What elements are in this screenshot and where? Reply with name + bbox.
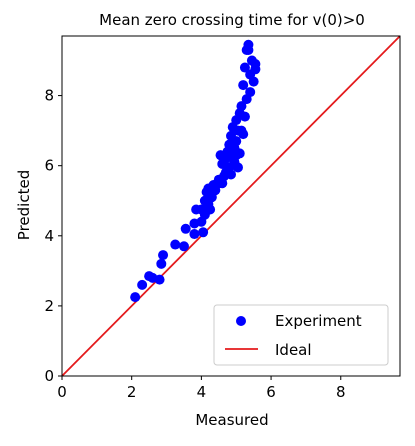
y-tick-label: 6 xyxy=(44,157,54,175)
y-tick-label: 8 xyxy=(44,87,54,105)
ideal-line xyxy=(61,35,401,377)
data-point xyxy=(189,229,200,240)
data-point xyxy=(219,171,230,182)
data-point xyxy=(178,241,189,252)
data-point xyxy=(158,250,169,261)
data-point xyxy=(238,80,249,91)
data-point xyxy=(198,227,209,238)
data-point xyxy=(236,101,247,112)
data-point xyxy=(248,76,259,87)
y-axis-label: Predicted xyxy=(15,170,33,240)
legend-marker-experiment xyxy=(236,316,246,326)
data-point xyxy=(180,223,191,234)
data-point xyxy=(156,258,167,269)
data-point xyxy=(130,292,141,303)
x-tick-label: 6 xyxy=(266,383,276,401)
data-point xyxy=(137,279,148,290)
legend-label-ideal: Ideal xyxy=(275,341,312,359)
y-tick-label: 4 xyxy=(44,227,54,245)
data-point xyxy=(232,162,243,173)
data-point xyxy=(245,87,256,98)
x-axis-label: Measured xyxy=(195,411,268,429)
data-point xyxy=(170,239,181,250)
data-point xyxy=(239,111,250,122)
data-point xyxy=(243,45,254,56)
data-point xyxy=(239,62,250,73)
data-point xyxy=(154,274,165,285)
data-point xyxy=(205,204,216,215)
x-tick-label: 2 xyxy=(127,383,137,401)
x-axis-ticks: 0 2 4 6 8 xyxy=(57,376,346,401)
data-point xyxy=(231,136,242,147)
data-point xyxy=(238,129,249,140)
x-tick-label: 8 xyxy=(336,383,346,401)
experiment-points xyxy=(130,39,261,303)
legend-box xyxy=(213,304,389,366)
data-point xyxy=(231,150,242,161)
chart-title: Mean zero crossing time for v(0)>0 xyxy=(99,11,365,29)
y-axis-ticks: 0 2 4 6 8 xyxy=(44,87,62,385)
y-tick-label: 0 xyxy=(44,367,54,385)
legend: Experiment Ideal xyxy=(213,304,389,366)
y-tick-label: 2 xyxy=(44,297,54,315)
x-tick-label: 4 xyxy=(197,383,207,401)
x-tick-label: 0 xyxy=(57,383,67,401)
plot-frame xyxy=(61,35,401,377)
data-point xyxy=(250,59,261,70)
legend-label-experiment: Experiment xyxy=(275,312,362,330)
plot-area xyxy=(61,35,401,377)
